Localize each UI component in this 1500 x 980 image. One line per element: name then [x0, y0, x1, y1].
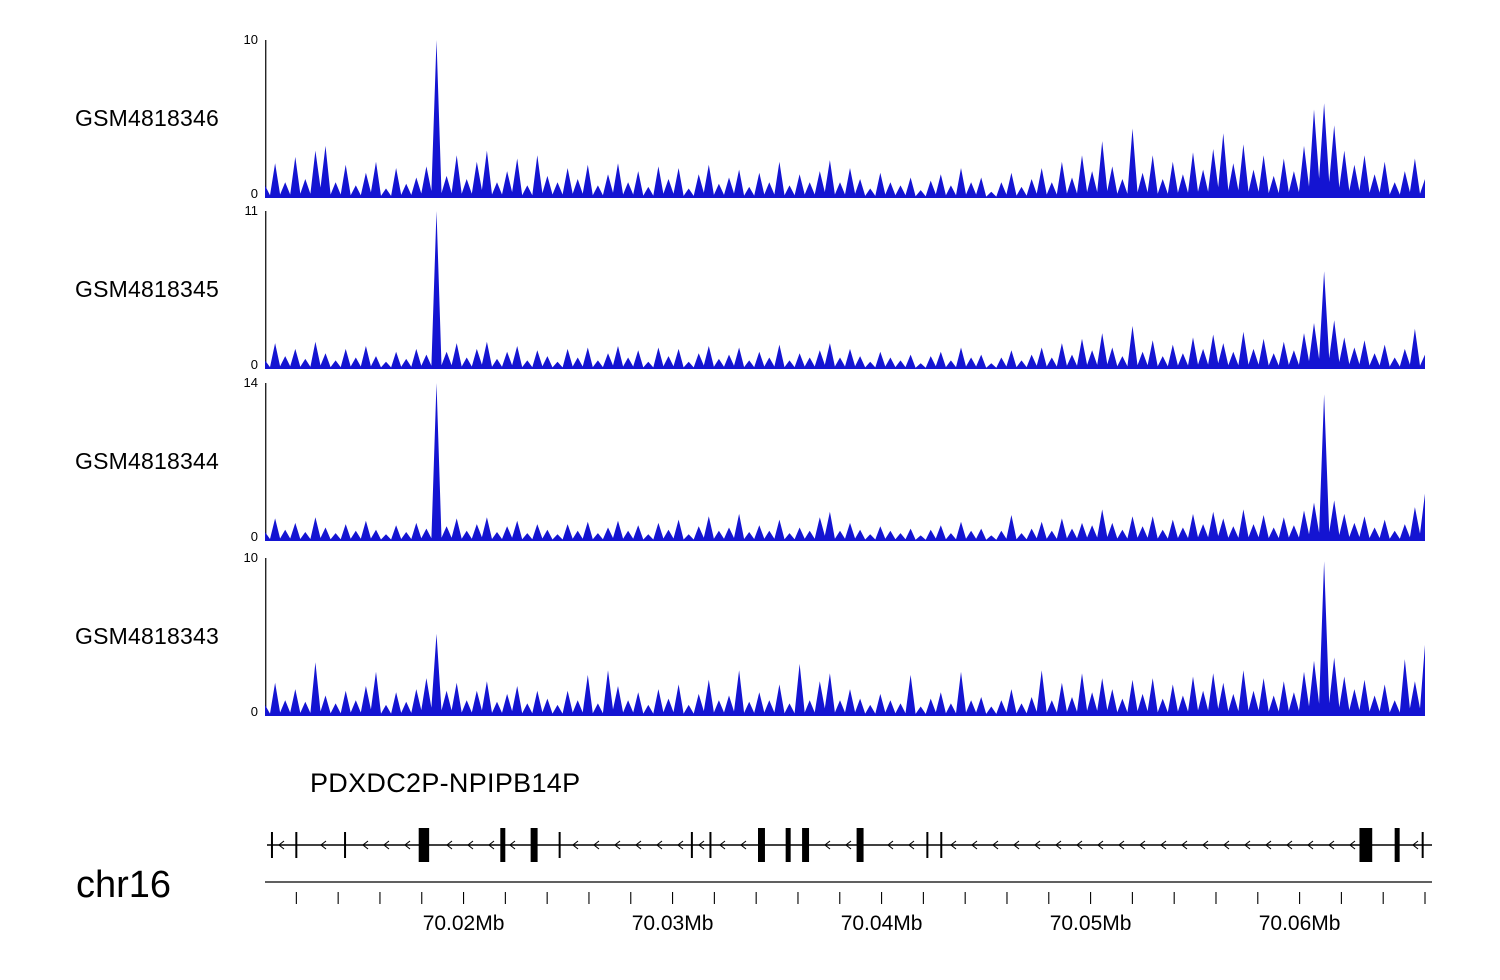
gene-name-label: PDXDC2P-NPIPB14P	[310, 768, 581, 798]
exon-boundary-tick	[295, 832, 298, 858]
exon-box	[802, 828, 810, 862]
axis-major-label: 70.06Mb	[1259, 912, 1341, 935]
track-label-gsm4818346: GSM4818346	[75, 105, 219, 131]
exon-box	[530, 828, 538, 862]
chromosome-label: chr16	[76, 864, 172, 906]
track-label-gsm4818343: GSM4818343	[75, 623, 219, 649]
y-axis-max-label: 10	[243, 32, 258, 47]
exon-box	[500, 828, 506, 862]
strand-arrows	[278, 840, 1419, 850]
exon-box	[758, 828, 765, 862]
coverage-signal-area	[265, 40, 1425, 198]
coverage-signal-area	[265, 561, 1425, 716]
track-label-gsm4818345: GSM4818345	[75, 276, 219, 302]
y-axis-max-label: 11	[244, 203, 259, 218]
exon-boundary-tick	[270, 832, 273, 858]
y-axis-zero-label: 0	[250, 357, 258, 372]
exon-box	[785, 828, 791, 862]
exon-boundary-tick	[344, 832, 347, 858]
exon-boundary-tick	[709, 832, 712, 858]
exon-boundary-tick	[1421, 832, 1424, 858]
y-axis-zero-label: 0	[250, 529, 258, 544]
y-axis-max-label: 10	[243, 550, 258, 565]
exon-box	[1359, 828, 1373, 862]
y-axis-max-label: 14	[243, 375, 258, 390]
y-axis-zero-label: 0	[250, 186, 258, 201]
genome-axis-track: 70.02Mb 70.03Mb 70.04Mb 70.05Mb 70.06Mb	[265, 881, 1432, 935]
exon-boundary-tick	[558, 832, 561, 858]
y-axis-zero-label: 0	[250, 704, 258, 719]
exon-box	[1394, 828, 1400, 862]
coverage-signal-area	[265, 211, 1425, 369]
gene-model-track	[267, 828, 1432, 862]
coverage-plot-gsm4818343	[265, 558, 1425, 716]
axis-major-label: 70.05Mb	[1050, 912, 1132, 935]
track-label-gsm4818344: GSM4818344	[75, 448, 219, 474]
exon-box	[856, 828, 864, 862]
axis-major-label: 70.02Mb	[423, 912, 505, 935]
exon-boundary-tick	[926, 832, 929, 858]
coverage-plot-gsm4818345	[265, 211, 1425, 369]
axis-major-label: 70.03Mb	[632, 912, 714, 935]
exon-box	[418, 828, 430, 862]
exon-boundary-tick	[690, 832, 693, 858]
coverage-plot-gsm4818344	[265, 383, 1425, 541]
axis-minor-ticks	[295, 892, 1426, 904]
coverage-plot-gsm4818346	[265, 40, 1425, 198]
exon-boundary-tick	[940, 832, 943, 858]
axis-major-label: 70.04Mb	[841, 912, 923, 935]
coverage-signal-area	[265, 383, 1425, 541]
